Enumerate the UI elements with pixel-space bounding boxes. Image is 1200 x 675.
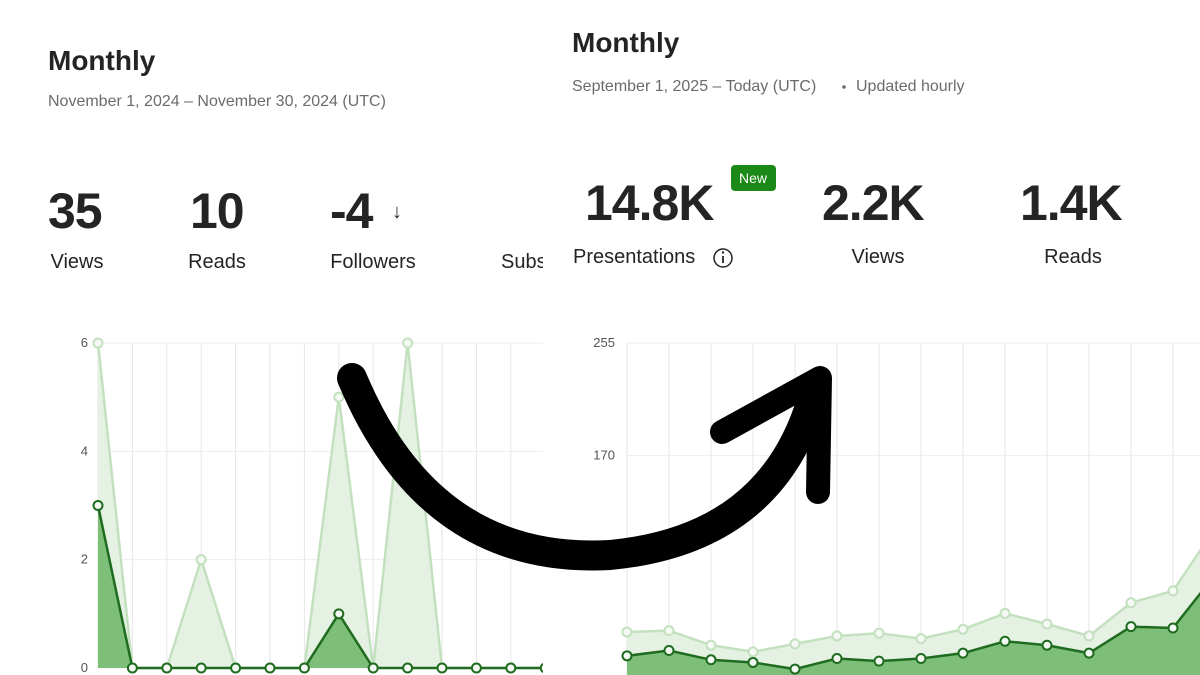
point xyxy=(705,654,717,666)
stat-value: 14.8K xyxy=(585,175,714,231)
point xyxy=(873,655,885,667)
point xyxy=(957,623,969,635)
date-range: November 1, 2024 – November 30, 2024 (UT… xyxy=(48,93,386,110)
point xyxy=(195,662,207,674)
area xyxy=(627,593,1200,675)
y-tick-label: 170 xyxy=(593,448,615,463)
date-range: September 1, 2025 – Today (UTC) xyxy=(572,78,816,95)
point xyxy=(1167,622,1179,634)
point xyxy=(402,337,414,349)
y-tick-label: 6 xyxy=(81,335,88,350)
point xyxy=(126,662,138,674)
point xyxy=(470,662,482,674)
point xyxy=(1167,585,1179,597)
stat-value: 2.2K xyxy=(822,175,925,231)
arrow xyxy=(337,363,832,571)
update-note: Updated hourly xyxy=(856,78,965,95)
point xyxy=(1041,618,1053,630)
stat-label: Reads xyxy=(1044,246,1102,268)
point xyxy=(367,662,379,674)
point xyxy=(539,662,543,674)
chart: 170 255 xyxy=(593,335,1200,675)
point xyxy=(663,645,675,657)
point xyxy=(1083,630,1095,642)
point xyxy=(747,656,759,668)
point xyxy=(831,652,843,664)
point xyxy=(92,500,104,511)
point xyxy=(230,662,242,674)
point xyxy=(747,646,759,658)
title: Monthly xyxy=(48,45,156,76)
stat-label: Views xyxy=(852,246,905,268)
point xyxy=(195,554,207,566)
badge-text: New xyxy=(739,170,768,186)
point xyxy=(663,625,675,637)
point xyxy=(915,652,927,664)
point xyxy=(298,662,310,674)
trend-arrow: ↓ xyxy=(392,201,402,223)
point xyxy=(1125,621,1137,633)
point xyxy=(92,337,104,349)
point xyxy=(873,627,885,639)
new-badge xyxy=(731,165,776,191)
y-tick-label: 2 xyxy=(81,552,88,567)
stat-value: 1.4K xyxy=(1020,175,1123,231)
y-tick-label: 0 xyxy=(81,660,88,675)
title: Monthly xyxy=(572,27,680,58)
stat-label: Followers xyxy=(330,251,416,273)
stat-value: 10 xyxy=(190,183,244,239)
point xyxy=(621,626,633,638)
stat-label: Presentations xyxy=(573,246,695,268)
stat-value: 35 xyxy=(48,183,102,239)
point xyxy=(1083,647,1095,659)
point xyxy=(1041,639,1053,651)
point xyxy=(333,608,345,620)
area xyxy=(627,550,1200,675)
point xyxy=(915,633,927,645)
separator-dot xyxy=(842,85,846,89)
y-tick-label: 4 xyxy=(81,443,88,458)
point xyxy=(402,662,414,674)
point xyxy=(705,639,717,651)
point xyxy=(333,391,345,403)
point xyxy=(264,662,276,674)
point xyxy=(999,607,1011,619)
point xyxy=(789,663,801,675)
point xyxy=(1125,597,1137,609)
info-icon xyxy=(713,248,733,268)
stat-value: -4 xyxy=(330,183,374,239)
point xyxy=(505,662,517,674)
point xyxy=(957,647,969,659)
point xyxy=(831,630,843,642)
stat-label: Views xyxy=(51,251,104,273)
point xyxy=(999,635,1011,647)
point xyxy=(161,662,173,674)
right-panel: Monthly September 1, 2025 – Today (UTC) … xyxy=(572,27,1200,675)
point xyxy=(621,650,633,662)
stat-label: Reads xyxy=(188,251,246,273)
line xyxy=(96,505,543,670)
point xyxy=(436,662,448,674)
y-tick-label: 255 xyxy=(593,335,615,350)
point xyxy=(789,638,801,650)
stat-label: Subs xyxy=(501,251,547,273)
area xyxy=(98,343,543,668)
left-panel: Monthly November 1, 2024 – November 30, … xyxy=(48,45,547,675)
chart: 0 2 4 6 xyxy=(81,335,543,675)
